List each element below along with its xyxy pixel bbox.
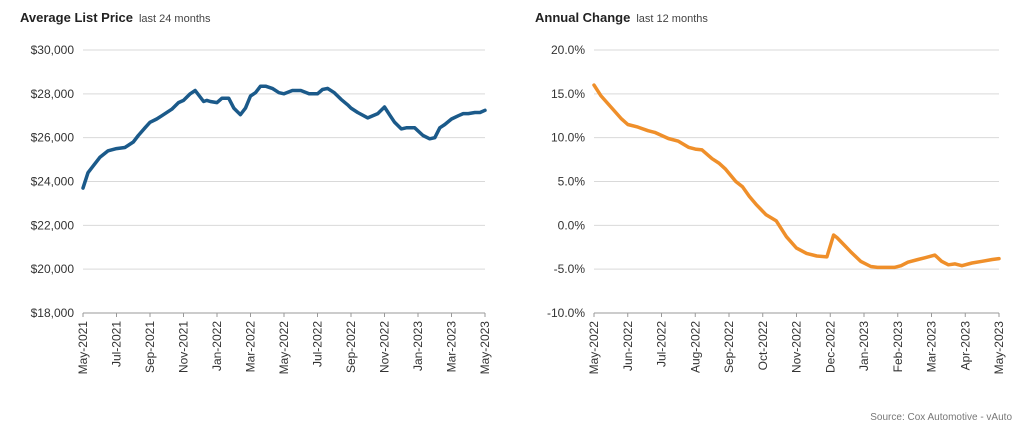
chart2-title: Annual Change last 12 months [535,10,708,25]
price-x-tick-label: Jul-2022 [311,321,325,367]
price-y-tick-label: $30,000 [31,43,75,57]
price-y-tick-label: $28,000 [31,87,75,101]
price-x-tick-label: Mar-2023 [445,321,459,373]
price-y-tick-label: $22,000 [31,218,75,232]
price-x-tick-label: Nov-2022 [378,321,392,373]
price-x-tick-label: May-2022 [277,321,291,375]
chart2-title-text: Annual Change [535,10,631,25]
price-x-tick-label: Nov-2021 [177,321,191,373]
price-x-tick-label: Jul-2021 [110,321,124,367]
price-y-tick-label: $24,000 [31,175,75,189]
price-x-tick-label: Jan-2023 [411,321,425,371]
price-y-tick-label: $18,000 [31,306,75,320]
source-note: Source: Cox Automotive - vAuto [870,412,1012,423]
chart1-title: Average List Price last 24 months [20,10,211,25]
chart1-title-text: Average List Price [20,10,133,25]
price-x-tick-label: Sep-2021 [143,321,157,373]
price-x-tick-label: Jan-2022 [210,321,224,371]
chart1-subtitle: last 24 months [138,13,211,25]
price-series-line [81,84,487,190]
chart2-subtitle: last 12 months [636,13,708,25]
price-x-tick-label: Sep-2022 [344,321,358,373]
price-y-tick-label: $20,000 [31,262,75,276]
price-y-tick-label: $26,000 [31,131,75,145]
price-x-tick-label: May-2021 [76,321,90,375]
price-x-tick-label: Mar-2022 [244,321,258,373]
price-x-tick-label: May-2023 [478,321,492,375]
